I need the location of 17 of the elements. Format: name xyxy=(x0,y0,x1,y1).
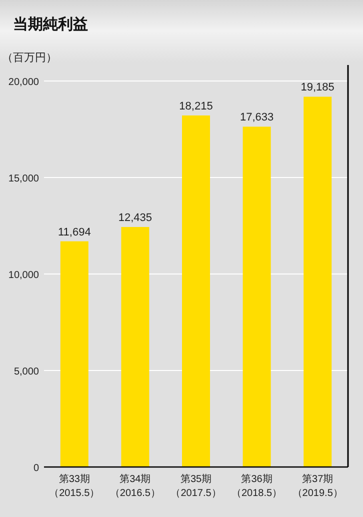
xtick: 第36期（2018.5） xyxy=(230,473,284,501)
ytick: 20,000 xyxy=(8,77,39,88)
xtick: 第34期（2016.5） xyxy=(108,473,162,501)
title: 当期純利益 xyxy=(13,16,88,33)
ylabel: （百万円） xyxy=(2,52,57,64)
ytick: 15,000 xyxy=(8,174,39,184)
data-label: 12,435 xyxy=(118,212,152,224)
xtick: 第37期（2019.5） xyxy=(291,473,344,501)
data-label: 18,215 xyxy=(179,100,213,112)
data-label: 19,185 xyxy=(300,82,334,94)
xtick: 第33期（2015.5） xyxy=(48,473,101,501)
data-label: 11,694 xyxy=(58,226,91,238)
ytick: 10,000 xyxy=(8,270,39,281)
ytick: 5,000 xyxy=(14,366,39,378)
data-label: 17,633 xyxy=(240,112,274,124)
ytick: 0 xyxy=(33,463,39,474)
xtick: 第35期（2017.5） xyxy=(170,473,222,501)
